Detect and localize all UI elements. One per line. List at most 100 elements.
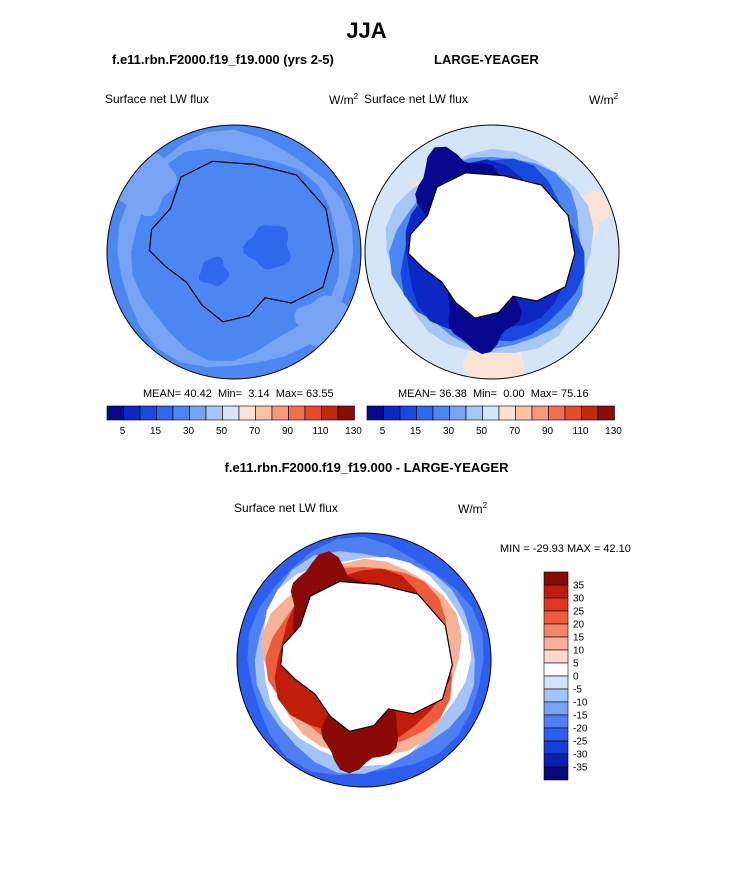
difference-colorbar-swatch xyxy=(543,623,569,638)
case-stats: MEAN= 40.42 Min= 3.14 Max= 63.55 xyxy=(143,388,334,400)
case-colorbar-swatch xyxy=(172,405,190,421)
difference-colorbar-swatch xyxy=(543,766,569,781)
case-colorbar-swatch xyxy=(337,405,355,421)
case-title: f.e11.rbn.F2000.f19_f19.000 (yrs 2-5) xyxy=(112,52,334,67)
obs-map-border xyxy=(364,124,620,380)
difference-colorbar-tick-label: 25 xyxy=(573,607,585,618)
difference-colorbar-swatch xyxy=(543,610,569,625)
difference-colorbar-tick-label: 15 xyxy=(573,633,585,644)
case-colorbar-swatch xyxy=(189,405,207,421)
difference-colorbar-swatch xyxy=(543,584,569,599)
difference-colorbar-tick-label: -30 xyxy=(573,750,588,761)
difference-colorbar-tick-label: 35 xyxy=(573,581,585,592)
case-colorbar-swatch xyxy=(288,405,306,421)
difference-colorbar-tick-label: -10 xyxy=(573,698,588,709)
obs-colorbar-swatch xyxy=(432,405,450,421)
obs-colorbar-tick-label: 50 xyxy=(476,426,488,437)
obs-colorbar-tick-label: 110 xyxy=(573,426,589,437)
obs-colorbar-tick-label: 90 xyxy=(542,426,554,437)
obs-colorbar-swatch xyxy=(366,405,384,421)
obs-colorbar-tick-label: 130 xyxy=(605,426,622,437)
obs-colorbar-swatch xyxy=(498,405,516,421)
difference-colorbar-tick-label: -25 xyxy=(573,737,588,748)
case-colorbar-swatch xyxy=(238,405,256,421)
case-colorbar-swatch xyxy=(123,405,141,421)
difference-colorbar-tick-label: 20 xyxy=(573,620,585,631)
difference-colorbar-swatch xyxy=(543,714,569,729)
difference-colorbar-tick-label: -35 xyxy=(573,763,588,774)
difference-field xyxy=(237,533,491,787)
obs-colorbar-tick-label: 5 xyxy=(380,426,386,437)
obs-units-label: W/m2 xyxy=(589,92,619,107)
case-interior-patch-2 xyxy=(198,256,230,287)
page-title: JJA xyxy=(346,18,387,43)
case-polar-map xyxy=(106,124,362,380)
obs-colorbar-swatch xyxy=(597,405,615,421)
difference-colorbar-swatch xyxy=(543,688,569,703)
difference-colorbar-swatch xyxy=(543,740,569,755)
case-units-label: W/m2 xyxy=(329,92,359,107)
case-colorbar-swatch xyxy=(271,405,289,421)
difference-colorbar-tick-label: 10 xyxy=(573,646,585,657)
case-colorbar-tick-label: 130 xyxy=(345,426,362,437)
obs-colorbar-tick-label: 70 xyxy=(509,426,521,437)
difference-colorbar-swatch xyxy=(543,753,569,768)
case-colorbar: 5 15 30 50 70 90 110 130 xyxy=(106,405,362,437)
case-map-border xyxy=(106,124,362,380)
case-colorbar-tick-label: 50 xyxy=(216,426,228,437)
obs-colorbar: 5 15 30 50 70 90 110 130 xyxy=(366,405,622,437)
difference-colorbar-swatch xyxy=(543,727,569,742)
obs-field xyxy=(365,125,619,379)
case-colorbar-swatch xyxy=(106,405,124,421)
case-antarctica-coast xyxy=(148,160,334,323)
diff-map-border xyxy=(236,532,492,788)
difference-colorbar: 35 30 25 20 15 10 5 0 -5 -10 -15 -20 -25 -30 -35 xyxy=(543,571,588,781)
diff-minmax-label: MIN = -29.93 MAX = 42.10 xyxy=(500,543,631,555)
case-colorbar-swatch xyxy=(156,405,174,421)
difference-colorbar-swatch xyxy=(543,597,569,612)
case-colorbar-tick-label: 110 xyxy=(313,426,329,437)
obs-colorbar-swatch xyxy=(482,405,500,421)
obs-antarctica-land xyxy=(407,172,576,319)
difference-colorbar-swatch xyxy=(543,636,569,651)
difference-colorbar-tick-label: -5 xyxy=(573,685,582,696)
case-variable-label: Surface net LW flux xyxy=(105,92,209,106)
case-colorbar-tick-label: 15 xyxy=(150,426,162,437)
obs-variable-label: Surface net LW flux xyxy=(364,92,468,106)
obs-colorbar-swatch xyxy=(515,405,533,421)
case-colorbar-tick-label: 5 xyxy=(120,426,126,437)
difference-colorbar-tick-label: -20 xyxy=(573,724,588,735)
case-field xyxy=(107,125,361,379)
case-colorbar-swatch xyxy=(139,405,157,421)
case-colorbar-swatch xyxy=(255,405,273,421)
case-colorbar-swatch xyxy=(222,405,240,421)
difference-colorbar-swatch xyxy=(543,662,569,677)
difference-colorbar-tick-label: 0 xyxy=(573,672,579,683)
obs-colorbar-swatch xyxy=(416,405,434,421)
difference-title: f.e11.rbn.F2000.f19_f19.000 - LARGE-YEAG… xyxy=(224,460,509,475)
case-colorbar-swatch xyxy=(304,405,322,421)
obs-colorbar-swatch xyxy=(581,405,599,421)
obs-colorbar-swatch xyxy=(564,405,582,421)
difference-colorbar-swatch xyxy=(543,571,569,586)
diff-variable-label: Surface net LW flux xyxy=(234,501,338,515)
difference-polar-map xyxy=(236,532,492,788)
case-colorbar-tick-label: 90 xyxy=(282,426,294,437)
obs-colorbar-swatch xyxy=(399,405,417,421)
obs-stats: MEAN= 36.38 Min= 0.00 Max= 75.16 xyxy=(398,388,589,400)
obs-colorbar-swatch xyxy=(548,405,566,421)
case-colorbar-swatch xyxy=(321,405,339,421)
obs-title: LARGE-YEAGER xyxy=(434,52,539,67)
difference-colorbar-tick-label: 30 xyxy=(573,594,585,605)
case-colorbar-tick-label: 30 xyxy=(183,426,195,437)
obs-colorbar-swatch xyxy=(465,405,483,421)
diff-antarctica-land xyxy=(280,580,453,733)
difference-colorbar-swatch xyxy=(543,701,569,716)
obs-colorbar-swatch xyxy=(531,405,549,421)
difference-colorbar-swatch xyxy=(543,649,569,664)
difference-colorbar-tick-label: -15 xyxy=(573,711,588,722)
obs-colorbar-swatch xyxy=(383,405,401,421)
case-colorbar-tick-label: 70 xyxy=(249,426,261,437)
case-interior-patch xyxy=(243,225,291,270)
obs-colorbar-swatch xyxy=(449,405,467,421)
